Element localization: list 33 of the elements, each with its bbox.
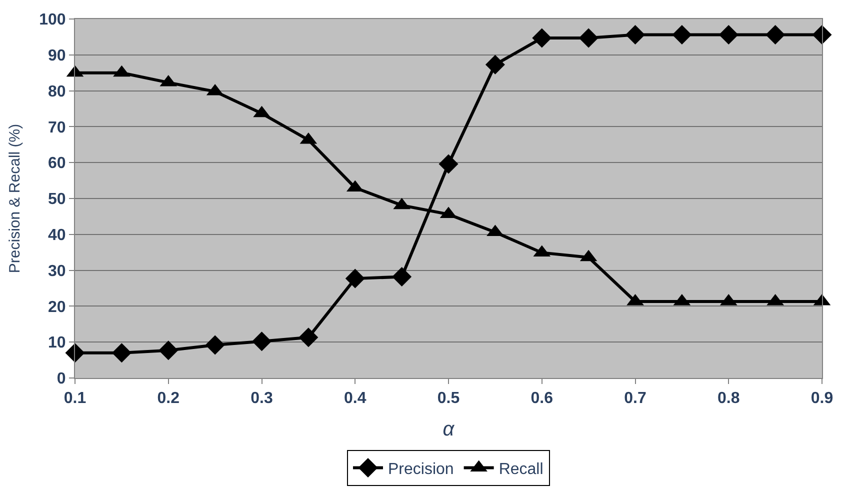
x-tick-label: 0.6 [530, 390, 554, 408]
x-tick-label: 0.1 [64, 390, 86, 408]
y-tick-label: 100 [39, 12, 66, 29]
y-tick-label: 90 [48, 48, 66, 64]
x-tick-label: 0.5 [437, 390, 460, 408]
point [672, 25, 692, 45]
x-tick-label: 0.7 [624, 390, 646, 408]
x-tick-label: 0.8 [718, 390, 740, 408]
y-tick-label: 10 [48, 334, 66, 352]
y-tick-label: 80 [48, 83, 66, 100]
x-tick-label: 0.2 [157, 390, 180, 408]
point [532, 28, 552, 48]
point [438, 154, 458, 174]
x-axis-title: α [442, 418, 455, 441]
point [578, 28, 598, 48]
x-tick-label: 0.9 [810, 390, 834, 408]
x-tick-label: 0.3 [250, 390, 273, 408]
y-tick-label: 40 [48, 227, 66, 244]
point [485, 54, 505, 74]
point [626, 25, 645, 45]
point [766, 25, 786, 45]
y-tick-label: 60 [48, 155, 66, 172]
y-tick-label: 0 [56, 370, 66, 388]
point [718, 25, 738, 45]
legend-label: Precision [388, 460, 454, 478]
y-tick-label: 20 [48, 298, 66, 316]
y-tick-label: 70 [48, 119, 66, 136]
legend-label: Recall [498, 460, 544, 478]
x-tick-label: 0.4 [344, 390, 366, 408]
point [812, 25, 832, 45]
y-tick-label: 50 [48, 191, 66, 208]
y-tick-label: 30 [48, 262, 66, 280]
y-axis-title: Precision & Recall (%) [6, 124, 24, 274]
